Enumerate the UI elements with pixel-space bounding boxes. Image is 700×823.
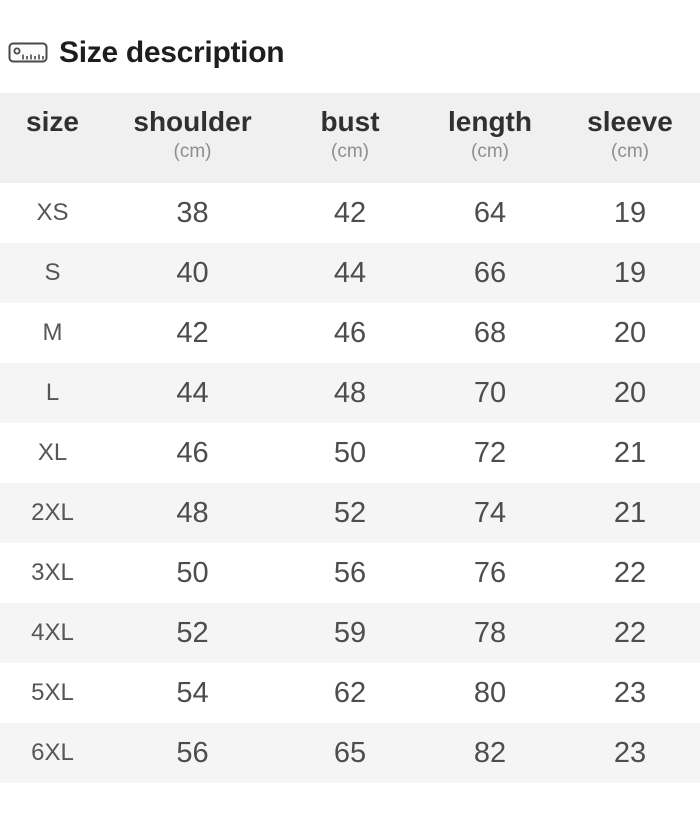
cell-sleeve: 20 xyxy=(613,376,647,409)
col-label-size: size xyxy=(26,106,79,137)
cell-bust: 48 xyxy=(333,376,367,409)
cell-sleeve: 19 xyxy=(613,256,647,289)
cell-length: 76 xyxy=(473,556,507,589)
table-row: XS 38 42 64 19 xyxy=(0,183,700,243)
col-label-shoulder: shoulder xyxy=(133,106,252,137)
cell-length: 80 xyxy=(473,676,507,709)
cell-size: 6XL xyxy=(31,739,74,766)
cell-shoulder: 54 xyxy=(176,676,209,709)
cell-size: M xyxy=(42,319,63,346)
col-unit-length: (cm) xyxy=(471,141,509,163)
cell-length: 68 xyxy=(473,316,507,349)
cell-sleeve: 19 xyxy=(613,196,647,229)
table-row: M 42 46 68 20 xyxy=(0,303,700,363)
table-header-row: size shoulder (cm) bust (cm) length (cm)… xyxy=(0,93,700,183)
cell-sleeve: 23 xyxy=(613,736,647,769)
cell-sleeve: 22 xyxy=(613,616,647,649)
table-row: XL 46 50 72 21 xyxy=(0,423,700,483)
cell-size: S xyxy=(44,259,61,286)
cell-bust: 59 xyxy=(333,616,367,649)
cell-length: 78 xyxy=(473,616,507,649)
cell-bust: 50 xyxy=(333,436,367,469)
cell-length: 72 xyxy=(473,436,507,469)
cell-length: 74 xyxy=(473,496,507,529)
table-row: 4XL 52 59 78 22 xyxy=(0,603,700,663)
cell-bust: 62 xyxy=(333,676,367,709)
cell-sleeve: 20 xyxy=(613,316,647,349)
cell-shoulder: 46 xyxy=(176,436,209,469)
size-table: size shoulder (cm) bust (cm) length (cm)… xyxy=(0,93,700,783)
col-label-sleeve: sleeve xyxy=(587,106,673,137)
cell-sleeve: 21 xyxy=(613,436,647,469)
col-header-shoulder: shoulder (cm) xyxy=(105,93,280,183)
col-header-sleeve: sleeve (cm) xyxy=(560,93,700,183)
table-body: XS 38 42 64 19 S 40 44 66 19 M 42 46 68 … xyxy=(0,183,700,783)
cell-bust: 46 xyxy=(333,316,367,349)
cell-length: 66 xyxy=(473,256,507,289)
cell-sleeve: 22 xyxy=(613,556,647,589)
cell-shoulder: 40 xyxy=(176,256,209,289)
cell-shoulder: 48 xyxy=(176,496,209,529)
table-row: S 40 44 66 19 xyxy=(0,243,700,303)
ruler-icon xyxy=(8,42,48,62)
cell-size: XL xyxy=(37,439,68,466)
cell-shoulder: 56 xyxy=(176,736,209,769)
page-header: Size description xyxy=(0,0,700,70)
cell-length: 82 xyxy=(473,736,507,769)
cell-bust: 65 xyxy=(333,736,367,769)
cell-bust: 52 xyxy=(333,496,367,529)
cell-size: L xyxy=(45,379,60,406)
next-section-edge xyxy=(0,798,700,823)
cell-bust: 42 xyxy=(333,196,367,229)
table-row: 3XL 50 56 76 22 xyxy=(0,543,700,603)
col-label-length: length xyxy=(448,106,532,137)
table-row: 5XL 54 62 80 23 xyxy=(0,663,700,723)
cell-size: 2XL xyxy=(31,499,74,526)
col-header-size: size xyxy=(0,93,105,183)
cell-size: 4XL xyxy=(31,619,74,646)
cell-shoulder: 38 xyxy=(176,196,209,229)
cell-length: 64 xyxy=(473,196,507,229)
col-header-bust: bust (cm) xyxy=(280,93,420,183)
cell-shoulder: 52 xyxy=(176,616,209,649)
col-unit-bust: (cm) xyxy=(331,141,369,163)
table-row: 6XL 56 65 82 23 xyxy=(0,723,700,783)
page-title: Size description xyxy=(59,35,285,69)
col-unit-sleeve: (cm) xyxy=(611,141,649,163)
cell-bust: 56 xyxy=(333,556,367,589)
cell-shoulder: 44 xyxy=(176,376,209,409)
cell-sleeve: 21 xyxy=(613,496,647,529)
table-row: L 44 48 70 20 xyxy=(0,363,700,423)
cell-shoulder: 50 xyxy=(176,556,209,589)
cell-sleeve: 23 xyxy=(613,676,647,709)
cell-size: 3XL xyxy=(31,559,74,586)
cell-bust: 44 xyxy=(333,256,367,289)
cell-length: 70 xyxy=(473,376,507,409)
col-label-bust: bust xyxy=(320,106,380,137)
table-row: 2XL 48 52 74 21 xyxy=(0,483,700,543)
cell-size: XS xyxy=(36,199,69,226)
col-header-length: length (cm) xyxy=(420,93,560,183)
cell-shoulder: 42 xyxy=(176,316,209,349)
cell-size: 5XL xyxy=(31,679,74,706)
col-unit-shoulder: (cm) xyxy=(173,141,212,163)
